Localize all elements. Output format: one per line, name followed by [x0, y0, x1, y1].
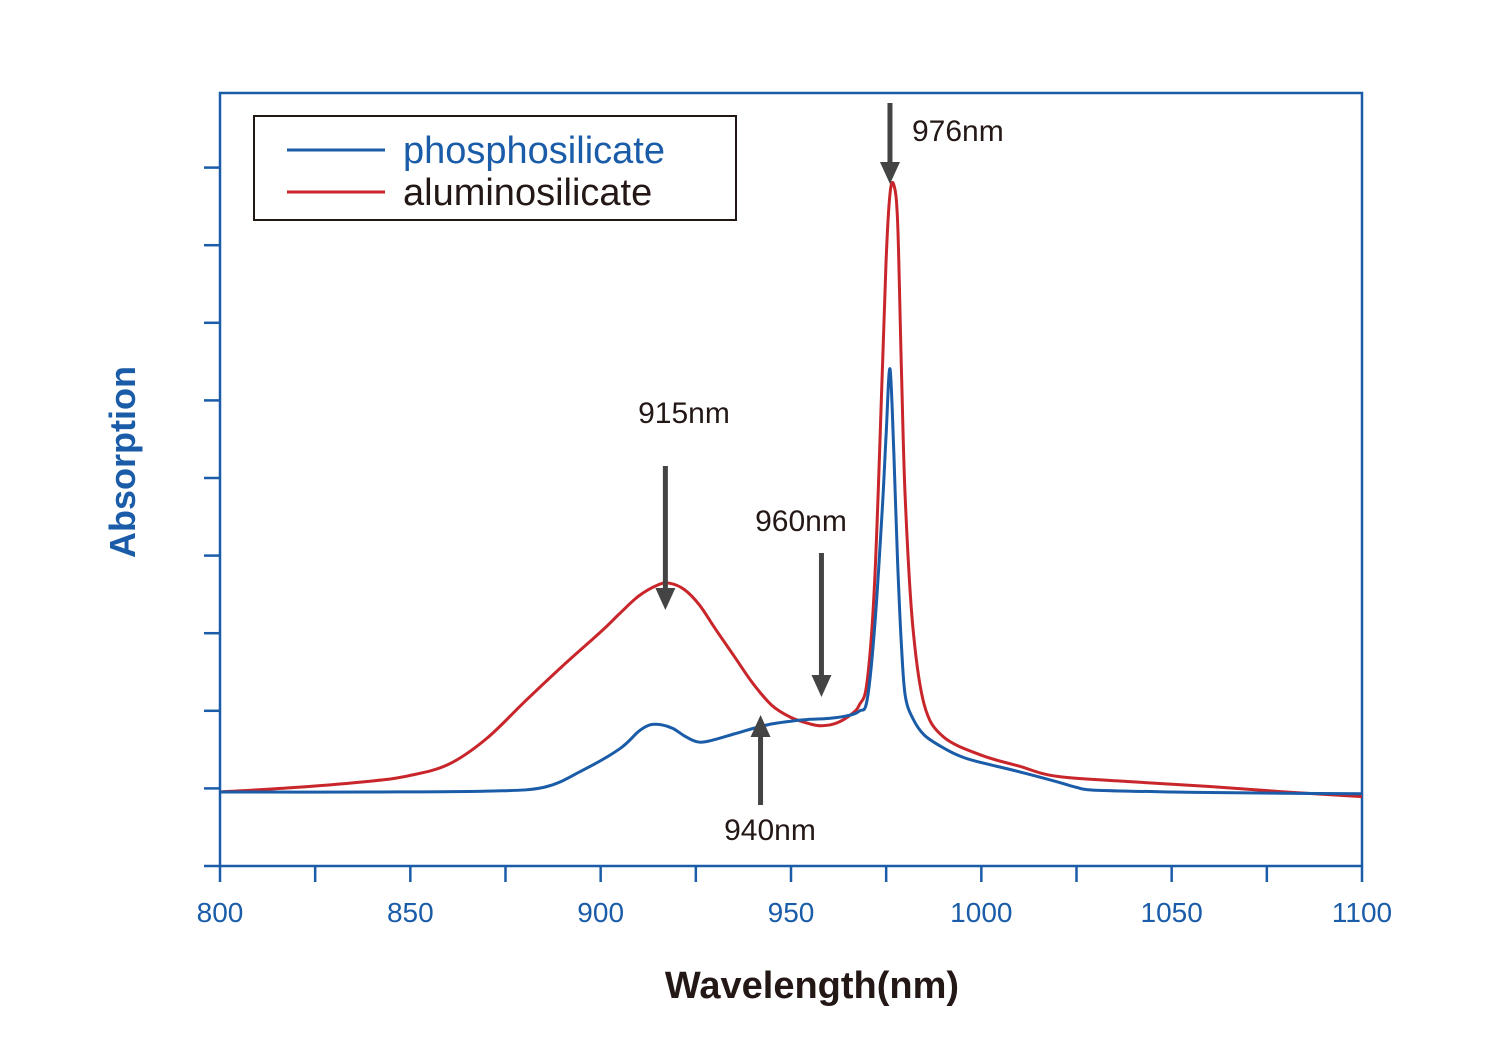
series-line-phosphosilicate: [219, 367, 1363, 796]
annotation-arrow-head: [750, 715, 771, 737]
series-line-aluminosilicate: [219, 180, 1363, 799]
series-layer: [219, 180, 1363, 799]
annotation-label: 960nm: [755, 505, 847, 538]
x-tick-label: 800: [197, 897, 244, 928]
legend-label-phosphosilicate: phosphosilicate: [403, 130, 665, 172]
annotation-arrow-head: [811, 675, 832, 697]
x-axis-label: Wavelength(nm): [665, 965, 959, 1007]
x-tick-label: 1050: [1141, 897, 1203, 928]
x-tick-label: 950: [768, 897, 815, 928]
x-tick-label: 1100: [1332, 897, 1392, 928]
annotation-arrow-head: [879, 162, 900, 184]
x-tick-label: 850: [387, 897, 434, 928]
annotation-label: 915nm: [638, 397, 730, 430]
legend-label-aluminosilicate: aluminosilicate: [403, 172, 652, 214]
annotation-label: 940nm: [724, 814, 816, 847]
annotation-label: 976nm: [912, 115, 1004, 148]
annotation-layer: 976nm 915nm 960nm 940nm: [638, 103, 1004, 847]
annotation-arrow-head: [655, 588, 676, 610]
axes: 800 850 900 950 1000 1050 1100: [197, 91, 1392, 928]
y-axis-label: Absorption: [102, 366, 143, 558]
x-tick-label: 1000: [950, 897, 1012, 928]
x-tick-label: 900: [577, 897, 624, 928]
legend-box: [253, 115, 737, 221]
